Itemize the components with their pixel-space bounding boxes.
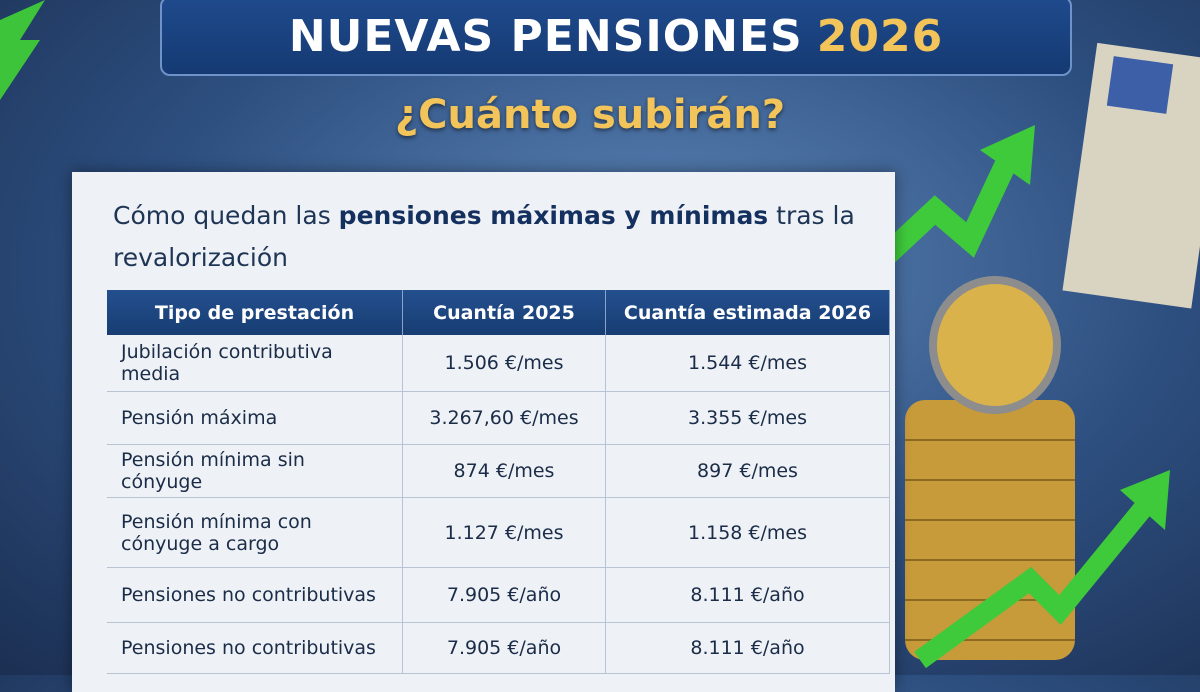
pension-table: Tipo de prestación Cuantía 2025 Cuantía … bbox=[107, 290, 890, 674]
intro-lead: Cómo quedan las bbox=[113, 201, 331, 230]
banknote bbox=[1062, 42, 1200, 309]
amount: 874 €/mes bbox=[402, 444, 606, 498]
table-row: Pensión mínima sin cónyuge 874 €/mes 897 €… bbox=[107, 444, 890, 498]
table-row: Pensión máxima 3.267,60 €/mes 3.355 €/mes bbox=[107, 391, 890, 445]
subtitle: ¿Cuánto subirán? bbox=[394, 92, 786, 138]
column-header: Cuantía 2025 bbox=[402, 290, 606, 335]
intro: Cómo quedan las pensiones máximas y míni… bbox=[113, 195, 893, 279]
table-row: Jubilación contributiva media 1.506 €/mes… bbox=[107, 335, 890, 392]
header-row: Tipo de prestación Cuantía 2025 Cuantía … bbox=[107, 290, 890, 335]
decoration bbox=[0, 0, 1200, 669]
arrow-head bbox=[980, 125, 1035, 185]
amount: 8.111 €/año bbox=[605, 622, 890, 674]
table-row: Pensiones no contributivas 7.905 €/año 8.1… bbox=[107, 567, 890, 623]
arrow bbox=[914, 493, 1158, 669]
title-year: 2026 bbox=[816, 10, 944, 62]
amount: 3.267,60 €/mes bbox=[402, 391, 606, 445]
table-row: Pensiones no contributivas 7.905 €/año 8.1… bbox=[107, 622, 890, 674]
benefit-type: Pensiones no contributivas bbox=[107, 622, 403, 674]
arrow-head bbox=[1120, 470, 1170, 530]
benefit-type: Pensión máxima bbox=[107, 391, 403, 445]
amount: 3.355 €/mes bbox=[605, 391, 890, 445]
amount: 1.127 €/mes bbox=[402, 497, 606, 568]
column-header: Cuantía estimada 2026 bbox=[605, 290, 890, 335]
column-header: Tipo de prestación bbox=[107, 290, 403, 335]
amount: 8.111 €/año bbox=[605, 567, 890, 623]
benefit-type: Pensiones no contributivas bbox=[107, 567, 403, 623]
title: NUEVAS PENSIONES bbox=[288, 10, 803, 62]
amount: 897 €/mes bbox=[605, 444, 890, 498]
amount: 7.905 €/año bbox=[402, 622, 606, 674]
arrow bbox=[852, 150, 1020, 289]
table-row: Pensión mínima con cónyuge a cargo 1.127 … bbox=[107, 497, 890, 568]
title-box: NUEVAS PENSIONES 2026 bbox=[160, 0, 1072, 76]
banknote-flag bbox=[1106, 56, 1174, 114]
benefit-type: Jubilación contributiva media bbox=[107, 335, 403, 392]
intro-highlight: pensiones máximas y mínimas bbox=[338, 201, 769, 230]
benefit-type: Pensión mínima con cónyuge a cargo bbox=[107, 497, 403, 568]
amount: 1.544 €/mes bbox=[605, 335, 890, 392]
amount: 1.506 €/mes bbox=[402, 335, 606, 392]
benefit-type: Pensión mínima sin cónyuge bbox=[107, 444, 403, 498]
table-body: Jubilación contributiva media 1.506 €/mes… bbox=[107, 335, 890, 674]
amount: 7.905 €/año bbox=[402, 567, 606, 623]
arrow bbox=[0, 0, 45, 100]
intro-tail: tras la revalorización bbox=[113, 201, 855, 272]
amount: 1.158 €/mes bbox=[605, 497, 890, 568]
